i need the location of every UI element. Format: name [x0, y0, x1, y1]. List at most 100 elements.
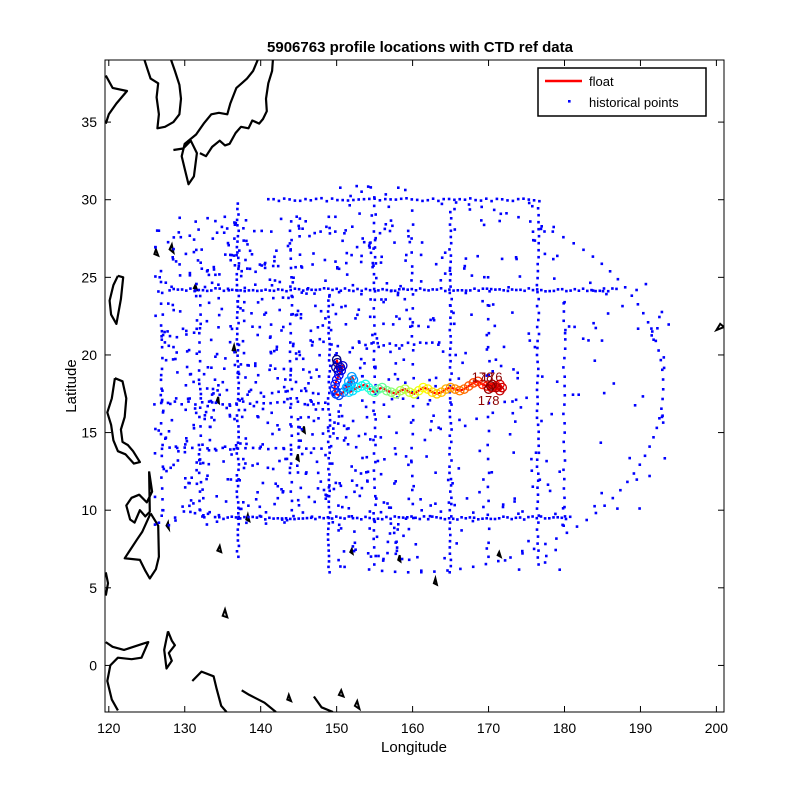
historical-point — [236, 300, 239, 303]
historical-point — [593, 504, 596, 508]
historical-point — [300, 291, 304, 294]
historical-point — [209, 338, 213, 342]
historical-point — [391, 323, 395, 326]
historical-point — [655, 426, 659, 430]
historical-point — [368, 197, 371, 201]
historical-point — [326, 533, 330, 536]
historical-point — [299, 486, 303, 490]
historical-point — [459, 567, 462, 571]
historical-point — [296, 432, 300, 436]
historical-point — [427, 289, 430, 292]
historical-point — [410, 446, 413, 450]
historical-point — [324, 493, 327, 497]
historical-point — [213, 447, 217, 451]
historical-point — [275, 348, 278, 351]
historical-point — [365, 347, 369, 350]
historical-point — [611, 287, 614, 290]
historical-point — [214, 273, 217, 277]
historical-point — [227, 289, 231, 292]
historical-point — [372, 401, 376, 404]
historical-point — [234, 516, 238, 519]
historical-point — [373, 426, 377, 430]
historical-point — [242, 319, 246, 323]
historical-point — [160, 398, 164, 402]
historical-point — [327, 380, 331, 384]
historical-point — [235, 495, 239, 499]
historical-point — [398, 288, 401, 291]
historical-point — [562, 412, 565, 416]
historical-point — [234, 444, 238, 447]
historical-point — [301, 289, 305, 292]
historical-point — [432, 414, 435, 417]
historical-point — [387, 205, 391, 209]
historical-point — [291, 281, 295, 284]
float-profile-marker — [441, 384, 451, 394]
historical-point — [272, 296, 275, 300]
historical-point — [298, 199, 302, 203]
historical-point — [273, 502, 276, 506]
historical-point — [212, 268, 216, 271]
historical-point — [297, 227, 301, 230]
historical-point — [638, 507, 641, 510]
coastline-sulawesi — [105, 641, 150, 711]
historical-point — [192, 380, 195, 384]
historical-point — [309, 339, 312, 342]
historical-point — [256, 491, 259, 494]
historical-point — [279, 217, 283, 221]
historical-point — [366, 185, 370, 188]
historical-point — [449, 401, 452, 404]
historical-point — [355, 245, 359, 249]
historical-point — [449, 316, 452, 319]
historical-point — [564, 328, 567, 332]
historical-point — [188, 373, 192, 376]
historical-point — [556, 516, 559, 519]
historical-point — [448, 471, 451, 475]
historical-point — [481, 287, 485, 290]
historical-point — [385, 288, 389, 292]
historical-point — [221, 446, 224, 450]
island-outline — [295, 453, 300, 463]
historical-point — [247, 390, 251, 393]
historical-point — [159, 324, 163, 327]
historical-point — [468, 208, 472, 211]
historical-point — [429, 428, 432, 432]
historical-point — [328, 364, 332, 368]
historical-point — [248, 402, 252, 405]
historical-point — [362, 197, 366, 201]
historical-point — [339, 289, 343, 292]
historical-point — [344, 495, 348, 499]
historical-point — [194, 411, 198, 415]
historical-point — [328, 391, 331, 395]
historical-point — [261, 407, 265, 411]
historical-point — [439, 287, 443, 290]
historical-point — [603, 504, 606, 507]
historical-point — [565, 531, 569, 535]
historical-point — [268, 516, 271, 520]
historical-point — [288, 242, 292, 245]
historical-point — [663, 457, 667, 460]
historical-point — [200, 267, 204, 270]
historical-point — [351, 225, 354, 228]
historical-point — [338, 482, 341, 485]
historical-point — [251, 325, 254, 328]
historical-point — [318, 337, 322, 341]
historical-point — [202, 372, 206, 376]
historical-point — [284, 517, 288, 520]
historical-point — [513, 500, 516, 503]
historical-point — [160, 476, 163, 479]
historical-point — [254, 283, 257, 286]
historical-point — [378, 231, 382, 235]
historical-point — [285, 457, 289, 461]
historical-point — [382, 403, 386, 406]
historical-point — [537, 248, 540, 252]
historical-point — [201, 461, 205, 465]
historical-point — [563, 347, 567, 350]
historical-point — [205, 319, 209, 323]
historical-point — [172, 247, 175, 251]
historical-point — [563, 449, 566, 453]
historical-point — [406, 516, 409, 519]
historical-point — [537, 514, 541, 517]
historical-point — [237, 294, 241, 298]
historical-point — [164, 437, 167, 440]
historical-point — [271, 432, 274, 436]
